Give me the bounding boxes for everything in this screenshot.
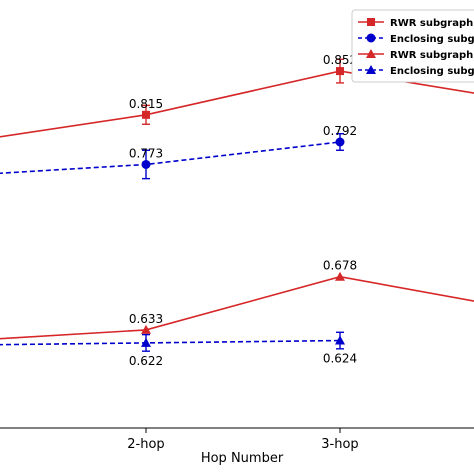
data-point — [142, 110, 150, 119]
data-label: 0.633 — [129, 312, 163, 326]
legend-item: Enclosing subgrap — [358, 65, 474, 77]
legend-item: Enclosing subgrap — [358, 33, 474, 45]
x-axis: 2-hop 3-hop — [0, 427, 474, 452]
legend-label: Enclosing subgrap — [390, 34, 474, 45]
data-point — [141, 337, 151, 347]
data-point — [335, 137, 345, 147]
x-tick-label: 2-hop — [127, 437, 164, 452]
plot-area: 0.815 0.852 0.773 0.792 0.633 0.678 0.622 0.624 — [0, 53, 474, 368]
series-4: 0.622 0.624 — [0, 331, 357, 368]
legend-item: RWR subgraph (I — [358, 49, 474, 61]
legend-marker — [367, 18, 375, 26]
series-line — [0, 141, 341, 175]
data-point — [336, 67, 344, 76]
series-line — [0, 275, 474, 340]
legend-marker — [366, 33, 376, 43]
data-label: 0.773 — [129, 146, 163, 160]
data-point — [141, 159, 151, 169]
data-label: 0.678 — [323, 259, 357, 273]
legend-box — [351, 9, 474, 83]
legend-label: RWR subgraph (I — [390, 18, 474, 29]
series-line — [0, 339, 341, 346]
series-2: 0.773 0.792 — [0, 124, 357, 180]
data-label: 0.622 — [129, 354, 163, 368]
data-point — [141, 324, 151, 334]
legend-marker — [366, 65, 376, 74]
x-axis-title: Hop Number — [201, 451, 284, 466]
x-tick-label: 3-hop — [321, 437, 358, 452]
legend: RWR subgraph (I Enclosing subgrap RWR subg… — [351, 9, 474, 83]
series-line — [0, 70, 474, 138]
data-label: 0.624 — [323, 352, 357, 366]
series-1: 0.815 0.852 — [0, 53, 474, 138]
data-label: 0.792 — [323, 124, 357, 138]
data-point — [335, 335, 345, 345]
legend-label: Enclosing subgrap — [390, 66, 474, 77]
legend-item: RWR subgraph (I — [358, 18, 474, 29]
data-label: 0.852 — [323, 53, 357, 67]
legend-label: RWR subgraph (I — [390, 50, 474, 61]
legend-marker — [366, 49, 376, 58]
data-point — [335, 271, 345, 281]
series-3: 0.633 0.678 — [0, 259, 474, 340]
data-label: 0.815 — [129, 97, 163, 111]
